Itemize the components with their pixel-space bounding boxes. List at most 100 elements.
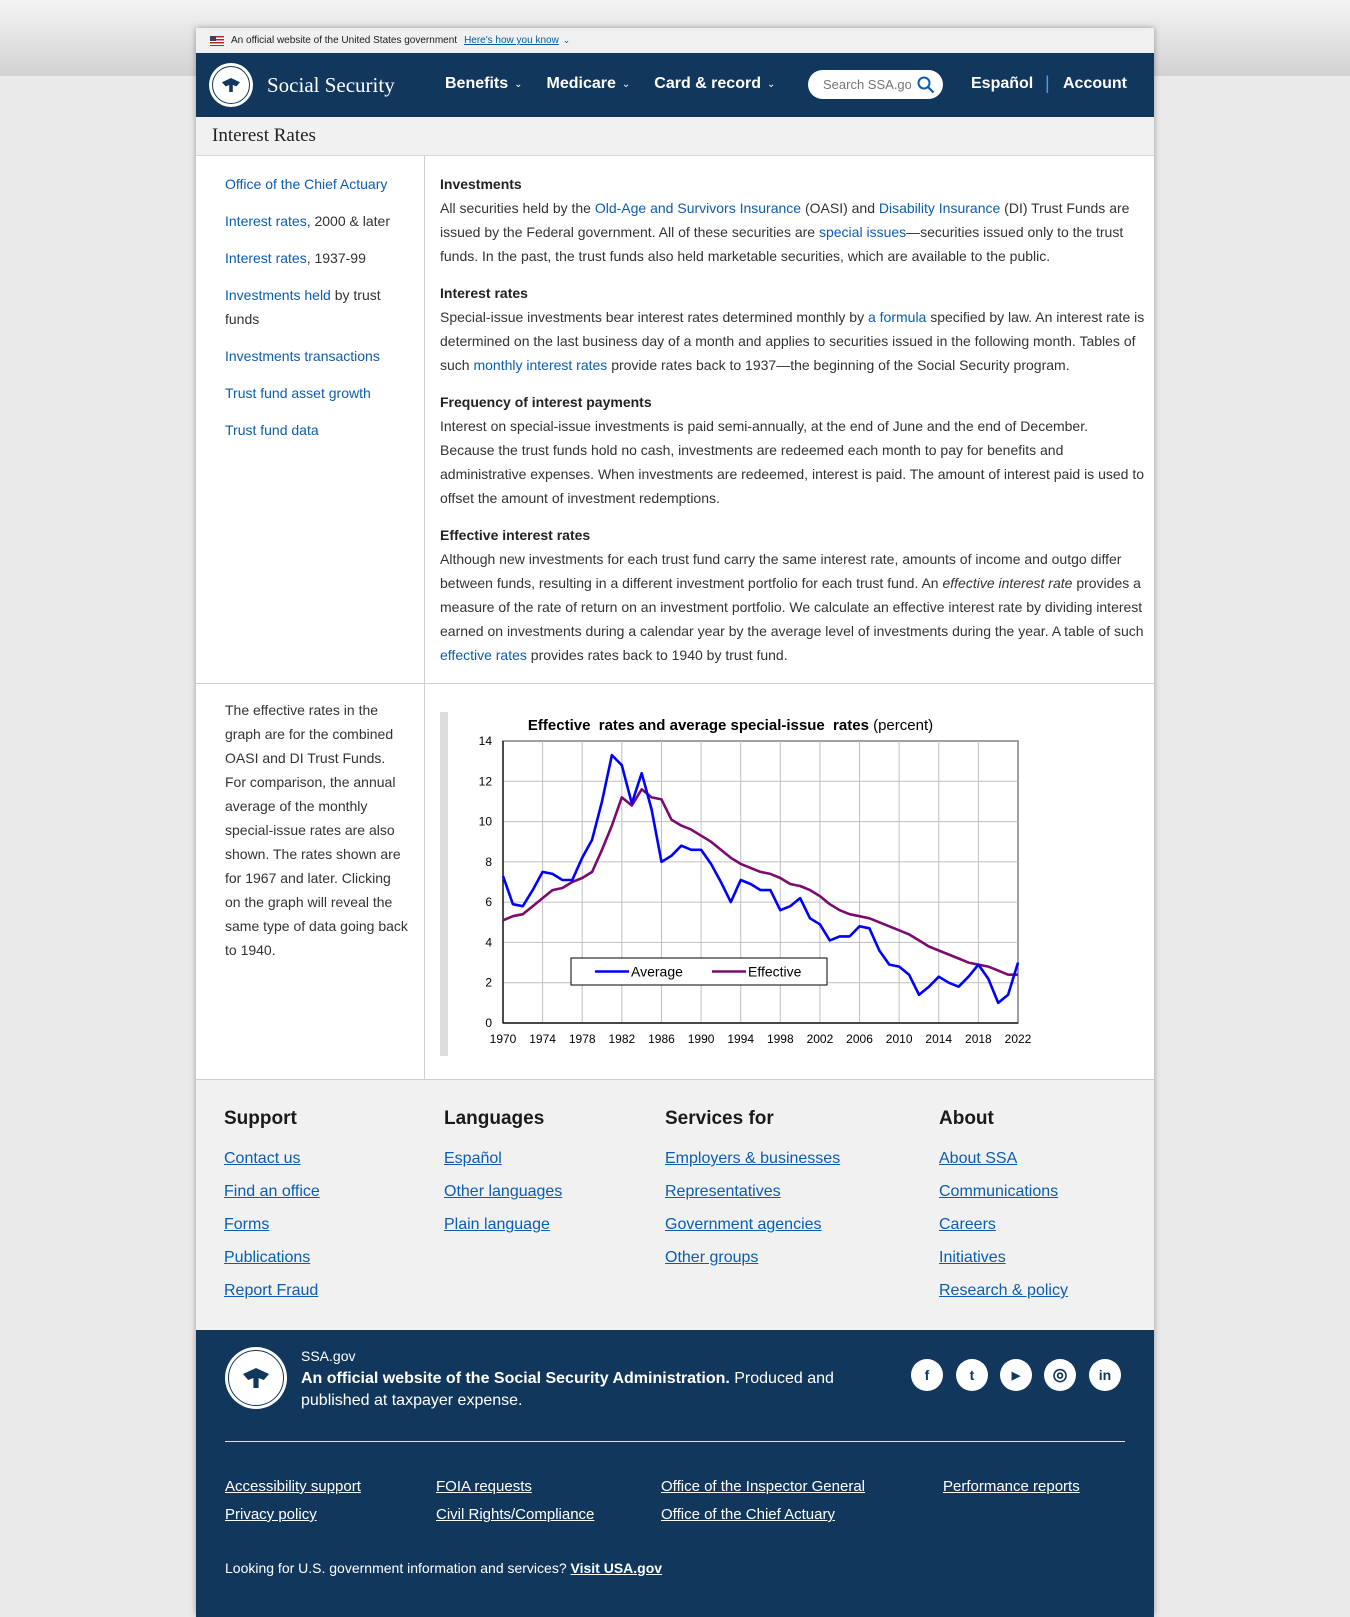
footer-link[interactable]: Forms — [224, 1216, 270, 1233]
monthly-rates-link[interactable]: monthly interest rates — [473, 357, 608, 373]
footer-heading: About — [939, 1108, 994, 1129]
content-row: Office of the Chief Actuary Interest rat… — [196, 156, 1154, 684]
sidebar-link[interactable]: Trust fund asset growth — [225, 385, 371, 401]
chart-title-unit: (percent) — [873, 717, 933, 734]
section-text: All securities held by the Old-Age and S… — [440, 196, 1146, 268]
footer-link[interactable]: Initiatives — [939, 1249, 1006, 1266]
chevron-down-icon: ⌄ — [514, 78, 523, 90]
graph-note: The effective rates in the graph are for… — [196, 684, 425, 1079]
foia-link[interactable]: FOIA requests — [436, 1478, 532, 1495]
footer-link[interactable]: Representatives — [665, 1183, 781, 1200]
facebook-icon[interactable]: f — [911, 1359, 943, 1391]
x-tick-label: 1978 — [569, 1032, 596, 1046]
y-tick-label: 2 — [485, 976, 492, 990]
nav-medicare[interactable]: Medicare ⌄ — [547, 75, 631, 93]
privacy-link[interactable]: Privacy policy — [225, 1506, 317, 1523]
footer-link[interactable]: Communications — [939, 1183, 1059, 1200]
civil-rights-link[interactable]: Civil Rights/Compliance — [436, 1506, 595, 1523]
instagram-icon[interactable]: ◎ — [1044, 1359, 1076, 1391]
ssa-seal-logo[interactable] — [209, 63, 253, 107]
section-heading: Interest rates — [440, 285, 528, 301]
footer-link[interactable]: Find an office — [224, 1183, 320, 1200]
heres-how-you-know-link[interactable]: Here's how you know — [464, 35, 559, 46]
accessibility-link[interactable]: Accessibility support — [225, 1478, 361, 1495]
official-rest: Produced and published at taxpayer expen… — [301, 1370, 834, 1409]
usagov-text: Looking for U.S. government information … — [225, 1560, 571, 1576]
main-content: Investments All securities held by the O… — [425, 156, 1154, 683]
footer-link[interactable]: Contact us — [224, 1150, 301, 1167]
brand-name[interactable]: Social Security — [267, 72, 395, 97]
chief-actuary-link[interactable]: Office of the Chief Actuary — [661, 1506, 835, 1523]
youtube-icon[interactable]: ▶ — [1000, 1359, 1032, 1391]
footer-link[interactable]: Employers & businesses — [665, 1150, 841, 1167]
text-span: specified by law. An interest rate is de… — [440, 309, 1145, 373]
footer-col-about: About About SSA Communications Careers I… — [939, 1108, 1068, 1307]
sidebar-link[interactable]: Interest rates — [225, 213, 307, 229]
footer-heading: Languages — [444, 1108, 545, 1129]
footer-col-languages: Languages Español Other languages Plain … — [444, 1108, 562, 1241]
nav-card-record[interactable]: Card & record ⌄ — [654, 75, 775, 93]
search-input[interactable] — [821, 76, 913, 93]
footer-link[interactable]: About SSA — [939, 1150, 1018, 1167]
sidebar-item-chief-actuary: Office of the Chief Actuary — [225, 172, 410, 196]
sidebar-link[interactable]: Investments held — [225, 287, 331, 303]
sidebar-link[interactable]: Trust fund data — [225, 422, 319, 438]
footer-link[interactable]: Government agencies — [665, 1216, 822, 1233]
nav-card-record-label: Card & record — [654, 75, 761, 92]
linkedin-icon[interactable]: in — [1089, 1359, 1121, 1391]
y-tick-label: 4 — [485, 935, 492, 949]
sidebar-link[interactable]: Interest rates — [225, 250, 307, 266]
search-icon[interactable] — [917, 76, 935, 94]
nav-medicare-label: Medicare — [546, 75, 616, 92]
chevron-down-icon: ⌄ — [621, 78, 631, 90]
footer-link[interactable]: Careers — [939, 1216, 996, 1233]
di-link[interactable]: Disability Insurance — [878, 200, 1001, 216]
usagov-link[interactable]: Visit USA.gov — [570, 1560, 663, 1576]
footer-link[interactable]: Publications — [224, 1249, 311, 1266]
footer-link[interactable]: Report Fraud — [224, 1282, 319, 1299]
chevron-down-icon[interactable]: ⌄ — [562, 35, 571, 45]
twitter-icon[interactable]: t — [956, 1359, 988, 1391]
footer-link[interactable]: Research & policy — [939, 1282, 1068, 1299]
footer-link[interactable]: Plain language — [444, 1216, 550, 1233]
inspector-general-link[interactable]: Office of the Inspector General — [661, 1478, 866, 1495]
special-issues-link[interactable]: special issues — [818, 224, 907, 240]
chart-title: Effective rates and average special-issu… — [528, 717, 933, 734]
sidebar-item-text: , 1937-99 — [306, 250, 366, 266]
chart-link[interactable]: 1970 1974 1978 1982 1986 1990 1994 1998 2002 2006… — [440, 712, 1040, 1056]
footer-link[interactable]: Other groups — [665, 1249, 759, 1266]
section-heading: Frequency of interest payments — [440, 394, 652, 410]
text-span: provides a measure of the rate of return… — [440, 575, 1144, 639]
text-span: provides rates back to 1940 by trust fun… — [526, 647, 788, 663]
section-text: Although new investments for each trust … — [440, 547, 1146, 667]
x-tick-label: 1994 — [727, 1032, 754, 1046]
nav-menu: Benefits ⌄ Medicare ⌄ Card & record ⌄ — [445, 75, 775, 93]
rates-chart[interactable]: 1970 1974 1978 1982 1986 1990 1994 1998 2002 2006… — [448, 712, 1040, 1056]
x-tick-label: 1990 — [688, 1032, 715, 1046]
performance-reports-link[interactable]: Performance reports — [943, 1478, 1080, 1495]
page-title: Interest Rates — [212, 125, 316, 146]
ssa-seal-logo — [225, 1347, 287, 1409]
text-span: provide rates back to 1937—the beginning… — [607, 357, 1070, 373]
sidebar-item-text: by trust funds — [225, 287, 381, 327]
nav-benefits[interactable]: Benefits ⌄ — [445, 75, 523, 93]
sidebar-link[interactable]: Office of the Chief Actuary — [225, 176, 388, 192]
title-bar: Interest Rates — [196, 117, 1154, 156]
oasi-link[interactable]: Old-Age and Survivors Insurance — [594, 200, 802, 216]
account-link[interactable]: Account — [1063, 75, 1127, 92]
usagov-line: Looking for U.S. government information … — [225, 1560, 662, 1576]
legend-label-average: Average — [631, 964, 683, 980]
page-container: An official website of the United States… — [196, 28, 1154, 1617]
footer-link[interactable]: Other languages — [444, 1183, 563, 1200]
footer-heading: Services for — [665, 1108, 774, 1129]
x-tick-label: 1986 — [648, 1032, 675, 1046]
text-span: Special-issue investments bear interest … — [440, 309, 868, 325]
sidebar-item-investments-held: Investments held by trust funds — [225, 283, 410, 331]
sidebar-link[interactable]: Investments transactions — [225, 348, 380, 364]
formula-link[interactable]: a formula — [867, 309, 927, 325]
chevron-down-icon: ⌄ — [766, 78, 776, 90]
footer-link[interactable]: Español — [444, 1150, 502, 1167]
y-tick-label: 6 — [485, 895, 492, 909]
effective-rates-link[interactable]: effective rates — [440, 647, 527, 663]
espanol-link[interactable]: Español — [971, 75, 1034, 92]
